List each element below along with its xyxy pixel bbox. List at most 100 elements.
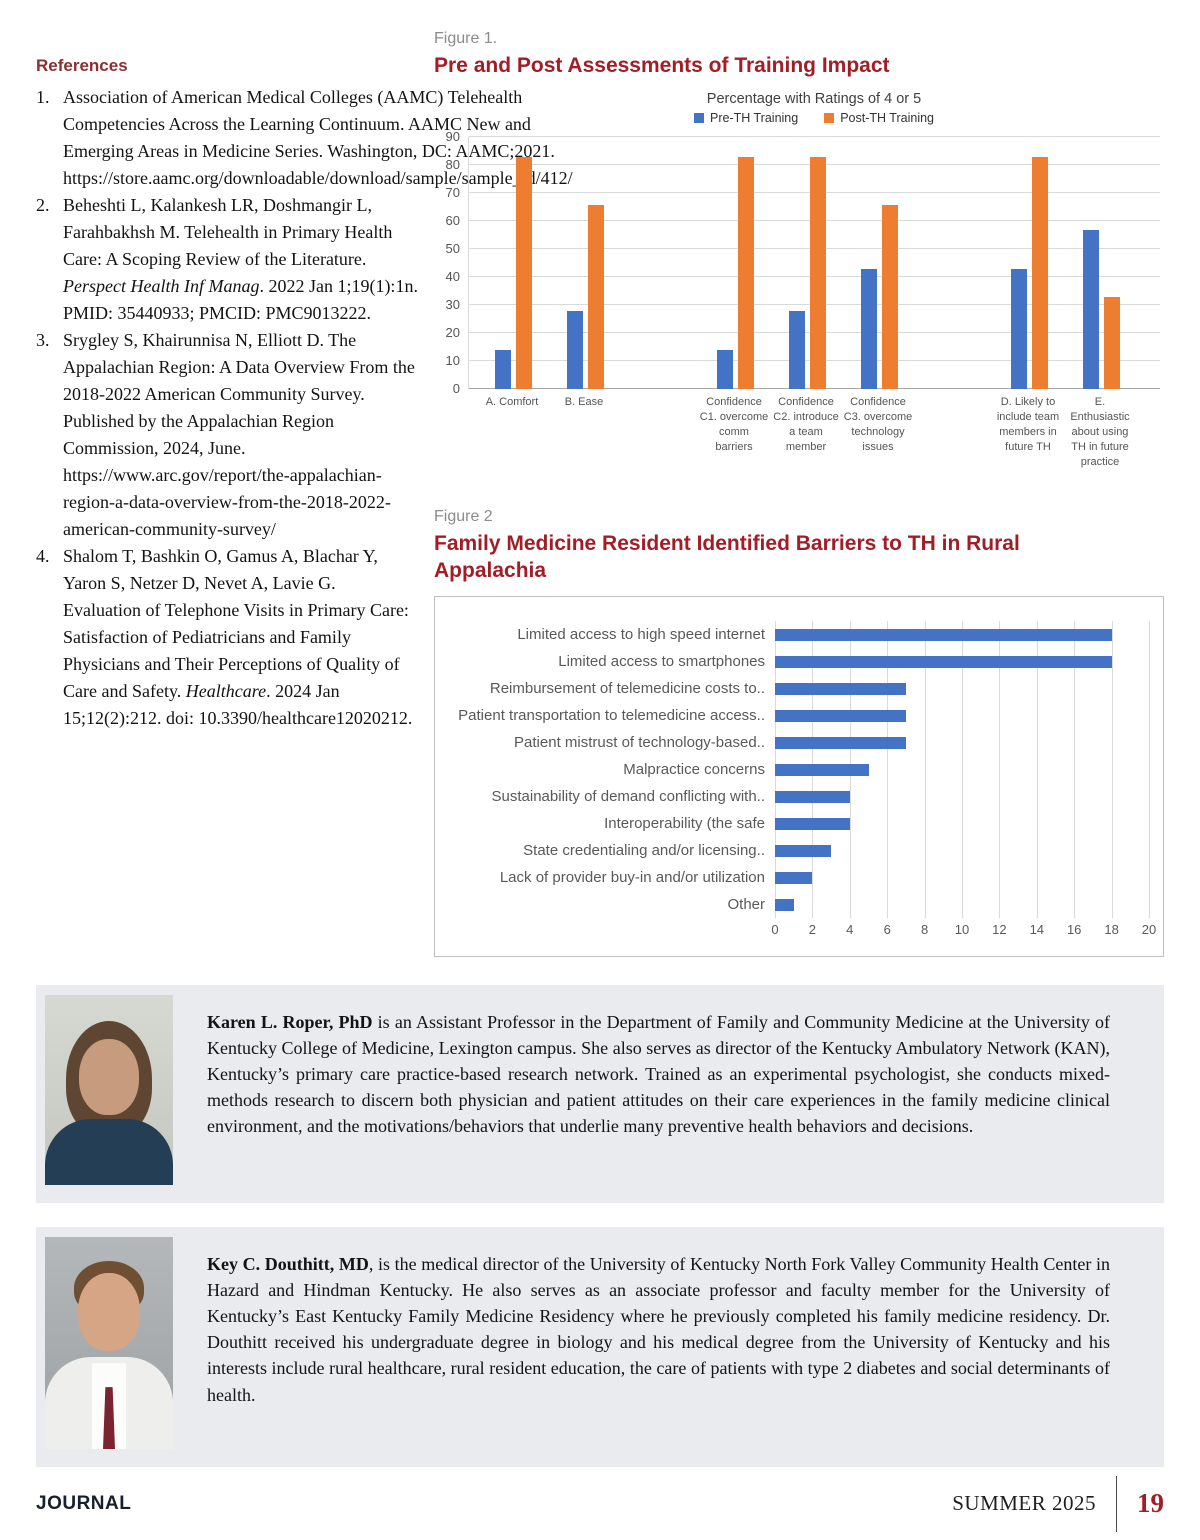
- reference-item: 4. Shalom T, Bashkin O, Gamus A, Blachar …: [36, 543, 418, 732]
- bar-row: [775, 810, 1149, 837]
- x-axis-tick-label: 12: [992, 922, 1007, 938]
- category-label: Lack of provider buy-in and/or utilizati…: [499, 869, 765, 887]
- category-label: Malpractice concerns: [623, 761, 765, 779]
- figure-2-chart: Limited access to high speed internet Lim…: [434, 596, 1164, 958]
- figure-1-label: Figure 1.: [434, 30, 498, 47]
- author-name: Karen L. Roper, PhD: [207, 1012, 373, 1033]
- y-axis-tick-label: 40: [445, 269, 460, 285]
- x-axis-tick-label: 20: [1141, 922, 1157, 938]
- gridline: [1149, 621, 1150, 919]
- figure-2-plot-area: Limited access to high speed internet Lim…: [445, 621, 1156, 948]
- reference-number: 4.: [36, 546, 50, 566]
- photo-silhouette-face: [79, 1039, 139, 1116]
- bar-group: [993, 137, 1065, 390]
- x-axis-category-label: Confidence C2. introduce a team member: [773, 396, 839, 453]
- x-axis-category-label: D. Likely to include team members in fut…: [996, 396, 1060, 453]
- bar: [587, 204, 604, 390]
- bar-row: [775, 621, 1149, 648]
- bar: [775, 898, 794, 911]
- photo-silhouette-face: [78, 1273, 140, 1352]
- y-axis-tick-label: 90: [445, 129, 460, 145]
- category-label: Sustainability of demand conflicting wit…: [491, 788, 765, 806]
- x-axis-category-label: Confidence C3. overcome technology issue…: [843, 396, 913, 453]
- author-bio-roper: Karen L. Roper, PhD is an Assistant Prof…: [36, 985, 1164, 1204]
- bar: [788, 310, 805, 390]
- bar: [737, 156, 754, 390]
- bar: [1082, 229, 1099, 390]
- legend-swatch: [824, 113, 835, 124]
- author-bios: Karen L. Roper, PhD is an Assistant Prof…: [36, 985, 1164, 1468]
- x-axis-tick-label: 18: [1104, 922, 1119, 938]
- x-axis-tick-label: 2: [808, 922, 817, 938]
- figure-1-title: Pre and Post Assessments of Training Imp…: [434, 54, 890, 77]
- bio-text: Karen L. Roper, PhD is an Assistant Prof…: [207, 995, 1110, 1139]
- x-axis-tick-label: 4: [846, 922, 854, 938]
- figure-1-chart: Percentage with Ratings of 4 or 5 Pre-TH…: [434, 91, 1164, 469]
- bar-group: [1065, 137, 1137, 390]
- page-footer: JOURNAL SUMMER 2025 19: [36, 1467, 1164, 1540]
- issue-label: SUMMER 2025: [952, 1491, 1096, 1516]
- figures-column: Figure 1. Pre and Post Assessments of Tr…: [434, 30, 1164, 958]
- bar-group: [699, 137, 771, 390]
- bar: [775, 844, 832, 857]
- bar: [775, 736, 906, 749]
- y-axis-tick-label: 70: [445, 185, 460, 201]
- journal-name: JOURNAL: [36, 1492, 132, 1514]
- reference-item: 3. Srygley S, Khairunnisa N, Elliott D. T…: [36, 327, 418, 543]
- x-axis-category-label: Confidence C1. overcome comm barriers: [699, 396, 769, 453]
- bar-row: [775, 864, 1149, 891]
- bar: [515, 156, 532, 390]
- reference-item: 2. Beheshti L, Kalankesh LR, Doshmangir L…: [36, 192, 418, 327]
- references-list: 1. Association of American Medical Colleg…: [36, 84, 573, 732]
- author-bio-body: , is the medical director of the Univers…: [207, 1254, 1111, 1405]
- bar: [1010, 268, 1027, 390]
- gridline: [962, 621, 963, 919]
- figure-1-plot-area: 0 10 20 30 40 50 60 70 80 90 A. Comfort B. Ease Con…: [434, 129, 1160, 469]
- bar: [494, 350, 511, 390]
- category-label: State credentialing and/or licensing..: [523, 842, 765, 860]
- category-label: Patient transportation to telemedicine a…: [458, 707, 765, 725]
- bar-groups: [469, 137, 1160, 390]
- figure-1-plot-wrap: A. Comfort B. Ease Confidence C1. overcome…: [468, 136, 1160, 469]
- legend-item: Post-TH Training: [824, 111, 934, 125]
- group-spacer: [914, 395, 992, 469]
- gridline: [1074, 621, 1076, 919]
- bar-group: [549, 137, 621, 390]
- page-number: 19: [1137, 1488, 1164, 1519]
- y-axis-tick-label: 30: [445, 297, 460, 313]
- x-axis-tick-label: 14: [1029, 922, 1045, 938]
- x-axis-labels: A. Comfort B. Ease Confidence C1. overcome…: [468, 395, 1160, 469]
- x-axis-tick-label: 8: [920, 922, 929, 938]
- author-name: Key C. Douthitt, MD: [207, 1254, 369, 1275]
- reference-number: 1.: [36, 87, 50, 107]
- legend-swatch: [693, 113, 704, 124]
- bar-group: [843, 137, 915, 390]
- gridline: [469, 136, 1160, 138]
- gridline: [887, 621, 889, 919]
- reference-text: Srygley S, Khairunnisa N, Elliott D. The…: [63, 330, 415, 539]
- figure-1: Figure 1. Pre and Post Assessments of Tr…: [434, 30, 1164, 470]
- footer-divider: [1116, 1475, 1117, 1532]
- figure-2-title: Family Medicine Resident Identified Barr…: [434, 531, 1020, 582]
- figure-1-chart-title: Percentage with Ratings of 4 or 5: [706, 91, 922, 108]
- reference-text: Beheshti L, Kalankesh LR, Doshmangir L, …: [63, 195, 418, 323]
- bar: [566, 310, 583, 390]
- bar: [775, 817, 850, 830]
- bar-group: [771, 137, 843, 390]
- photo-silhouette-torso: [45, 1119, 173, 1186]
- reference-number: 2.: [36, 195, 50, 215]
- gridline: [1036, 621, 1038, 919]
- bar: [775, 709, 906, 722]
- bar-row: [775, 837, 1149, 864]
- author-photo-douthitt: [45, 1237, 173, 1450]
- x-axis: 0 2 4 6 8 10 12 14 16 18 20: [771, 922, 1156, 948]
- y-axis-tick-label: 80: [445, 157, 460, 173]
- legend-label: Pre-TH Training: [709, 111, 799, 126]
- bar: [1031, 156, 1048, 390]
- bar: [775, 628, 1112, 641]
- x-axis-tick-label: 10: [954, 922, 970, 938]
- y-axis-tick-label: 50: [445, 241, 460, 257]
- top-section: References 1. Association of American Med…: [36, 30, 1164, 958]
- author-photo-roper: [45, 995, 173, 1186]
